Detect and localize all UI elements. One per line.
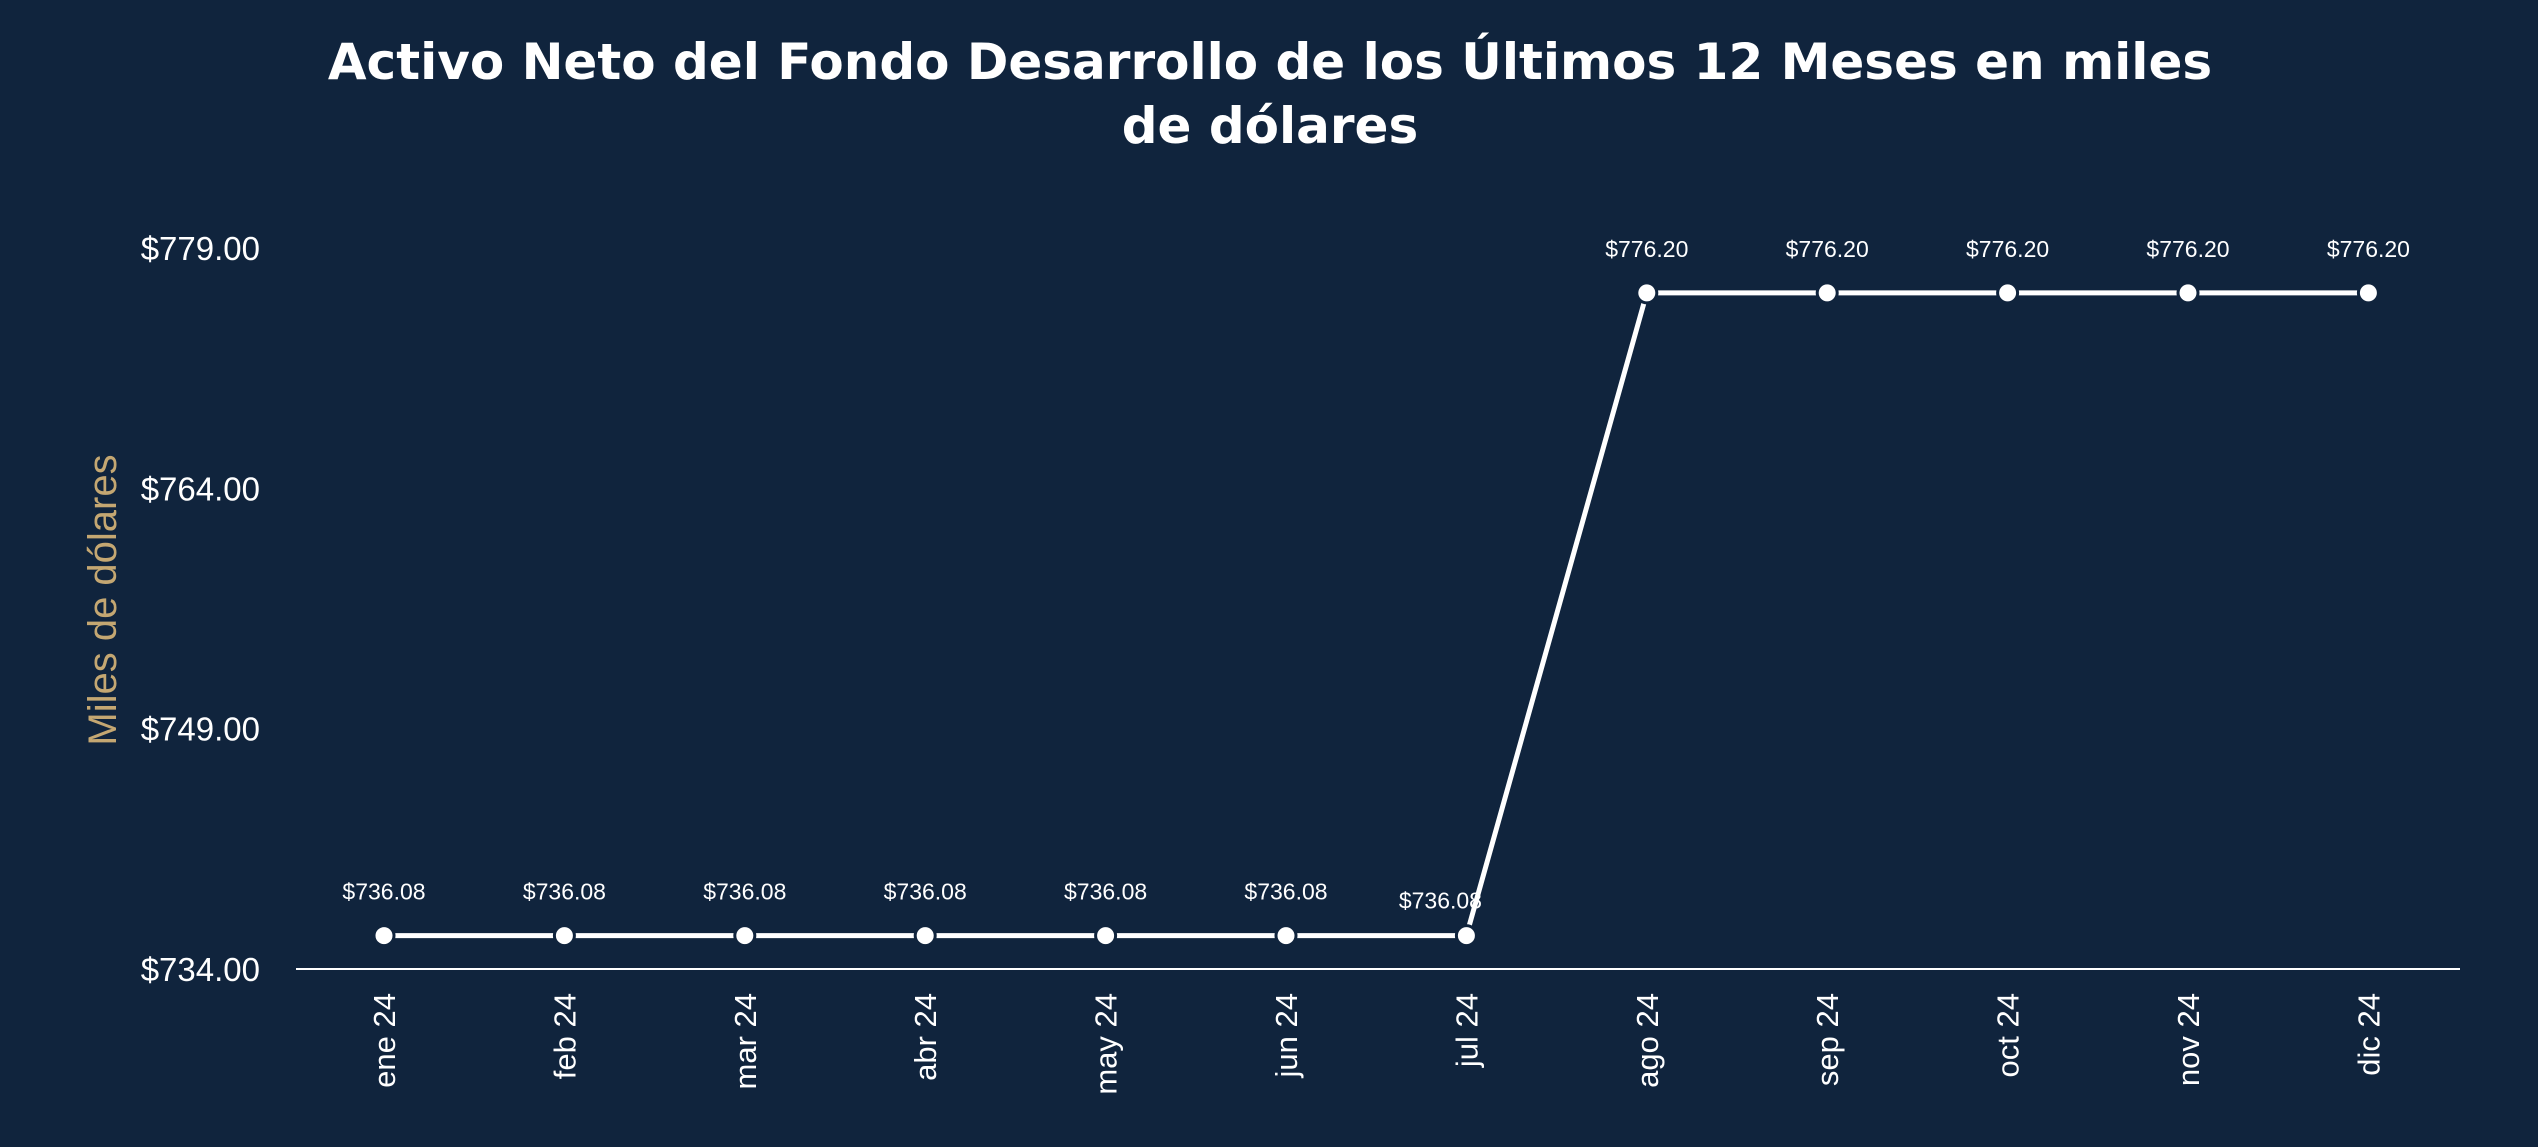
x-tick-label: sep 24 <box>1810 993 1845 1086</box>
data-label: $736.08 <box>1399 888 1482 914</box>
x-tick-label: ene 24 <box>367 993 402 1088</box>
data-point <box>2176 281 2200 305</box>
data-point <box>552 924 576 948</box>
data-point <box>1454 924 1478 948</box>
data-label: $776.20 <box>1786 236 1869 262</box>
data-point <box>1815 281 1839 305</box>
y-axis-label: Miles de dólares <box>81 454 125 745</box>
y-tick-label: $749.00 <box>141 711 260 748</box>
y-axis-ticks: $734.00 $749.00 $764.00 $779.00 <box>141 230 260 988</box>
data-point <box>1274 924 1298 948</box>
data-label: $776.20 <box>2146 236 2229 262</box>
data-point <box>2356 281 2380 305</box>
data-point <box>1996 281 2020 305</box>
x-tick-label: mar 24 <box>728 993 763 1089</box>
data-label: $736.08 <box>523 879 606 905</box>
data-label: $776.20 <box>1605 236 1688 262</box>
y-tick-label: $779.00 <box>141 230 260 267</box>
data-point <box>372 924 396 948</box>
x-tick-label: nov 24 <box>2171 993 2206 1086</box>
data-label: $776.20 <box>1966 236 2049 262</box>
chart-title: Activo Neto del Fondo Desarrollo de los … <box>327 33 2213 155</box>
x-tick-label: jul 24 <box>1449 993 1484 1068</box>
data-label: $736.08 <box>1244 879 1327 905</box>
data-label: $736.08 <box>1064 879 1147 905</box>
x-tick-label: ago 24 <box>1630 993 1665 1088</box>
data-point <box>1635 281 1659 305</box>
data-points <box>372 281 2380 948</box>
data-label: $736.08 <box>703 879 786 905</box>
y-tick-label: $734.00 <box>141 951 260 988</box>
x-tick-label: feb 24 <box>547 993 582 1079</box>
x-tick-label: oct 24 <box>1991 993 2026 1077</box>
data-labels: $736.08 $736.08 $736.08 $736.08 $736.08 $736.… <box>342 236 2410 914</box>
data-point <box>733 924 757 948</box>
x-tick-label: abr 24 <box>908 993 943 1081</box>
data-label: $736.08 <box>884 879 967 905</box>
series-line <box>384 290 2369 939</box>
x-tick-label: jun 24 <box>1269 993 1304 1078</box>
x-axis-ticks: ene 24 feb 24 mar 24 abr 24 may 24 jun 24 jul … <box>367 993 2386 1095</box>
x-tick-label: dic 24 <box>2351 993 2386 1076</box>
data-label: $776.20 <box>2327 236 2410 262</box>
data-label: $736.08 <box>342 879 425 905</box>
y-tick-label: $764.00 <box>141 470 260 507</box>
x-tick-label: may 24 <box>1089 993 1124 1095</box>
data-point <box>1094 924 1118 948</box>
data-point <box>913 924 937 948</box>
